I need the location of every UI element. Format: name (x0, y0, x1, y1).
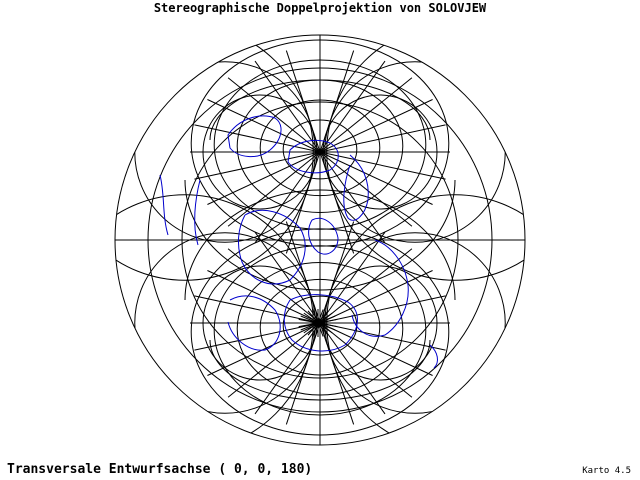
south-lobe-ray-150 (207, 322, 321, 376)
north-lobe-ray-195 (194, 124, 321, 153)
south-lobe (115, 194, 525, 445)
west-margin-coast (194, 179, 201, 246)
south-pole-ray-15 (317, 322, 338, 328)
south-lobe-ray-135 (227, 322, 321, 398)
south-lobe-ray-30 (319, 322, 433, 376)
lower-lobe-arc (184, 189, 456, 301)
continent-east (351, 239, 409, 337)
north-lobe-ray-45 (319, 151, 413, 227)
south-lobe-ray-210 (207, 270, 321, 324)
south-lobe-ray-120 (254, 322, 321, 415)
north-lobe-ray-135 (227, 151, 321, 227)
north-lobe-ray-120 (254, 151, 321, 244)
continent-west (237, 209, 306, 285)
projection-axis-caption: Transversale Entwurfsachse ( 0, 0, 180) (7, 462, 313, 477)
continent-southwest (227, 295, 281, 351)
south-islands (283, 294, 358, 352)
upper-lobe-arc (184, 179, 456, 291)
southeast-island (429, 344, 438, 369)
south-pole-ray-45 (317, 322, 333, 334)
south-pole-ray-150 (300, 322, 319, 331)
south-lobe-ray-240 (254, 231, 321, 324)
north-lobe-ray-300 (319, 60, 386, 153)
south-pole-ray-195 (298, 318, 319, 324)
north-lobe-ray-60 (319, 151, 386, 244)
south-pole-ray-315 (317, 312, 333, 324)
antarctica-coast (287, 139, 339, 174)
south-pole-ray-285 (317, 309, 324, 324)
graticule (114, 34, 526, 446)
south-lobe-ray-285 (319, 221, 355, 324)
north-lobe-ray-345 (319, 124, 446, 153)
south-lobe-ray-315 (319, 248, 413, 324)
south-lobe-ray-165 (194, 322, 321, 351)
east-coast (343, 154, 369, 221)
north-lobe-ray-165 (194, 151, 321, 180)
north-lobe-ray-75 (319, 151, 355, 254)
south-lobe-ray-15 (319, 322, 446, 351)
south-lobe-ray-255 (285, 221, 321, 324)
south-pole-ray-135 (303, 322, 319, 334)
far-west-coast (159, 174, 169, 236)
south-pole-ray-255 (312, 309, 319, 324)
south-pole-ray-120 (307, 322, 319, 336)
north-lobe-ray-150 (207, 151, 321, 205)
north-lobe-ray-225 (227, 77, 321, 153)
south-pole-ray-60 (317, 322, 329, 336)
south-lobe-ray-60 (319, 322, 386, 415)
software-version-label: Karto 4.5 (582, 466, 631, 476)
south-pole-ray-30 (317, 322, 336, 331)
south-pole-ray-225 (303, 312, 319, 324)
south-lobe-ray-45 (319, 322, 413, 398)
south-pole-ray-240 (307, 310, 319, 324)
south-pole-ray-300 (317, 310, 329, 324)
south-lobe-ray-105 (285, 322, 321, 425)
coastlines (159, 115, 438, 369)
south-lobe-ray-300 (319, 231, 386, 324)
north-lobe-ray-285 (319, 50, 355, 153)
north-lobe-ray-15 (319, 151, 446, 180)
northwest-coast (227, 115, 282, 157)
south-pole-ray-105 (312, 322, 319, 337)
north-lobe-ray-240 (254, 60, 321, 153)
south-pole-ray-165 (298, 322, 319, 328)
south-lobe-ray-345 (319, 295, 446, 324)
north-lobe-ray-30 (319, 151, 433, 205)
south-lobe-ray-225 (227, 248, 321, 324)
north-lobe-ray-105 (285, 151, 321, 254)
south-lobe-ray-75 (319, 322, 355, 425)
lower-inner-arc (209, 339, 431, 401)
south-pole-ray-210 (300, 315, 319, 324)
south-pole-ray-330 (317, 315, 336, 324)
south-pole-ray-75 (317, 322, 324, 337)
map-title: Stereographische Doppelprojektion von SO… (153, 1, 487, 15)
south-lobe-ray-195 (194, 295, 321, 324)
south-lobe-ray-330 (319, 270, 433, 324)
north-lobe-ray-315 (319, 77, 413, 153)
upper-inner-arc (209, 79, 431, 141)
continent-center (308, 217, 339, 255)
north-lobe-ray-255 (285, 50, 321, 153)
south-pole-ray-345 (317, 318, 338, 324)
